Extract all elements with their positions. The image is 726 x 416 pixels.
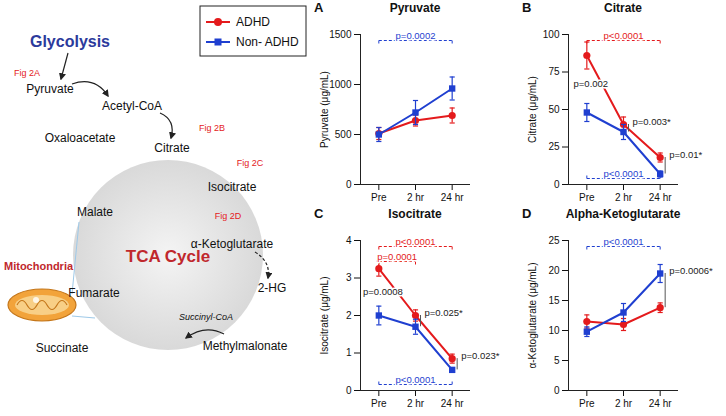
- svg-text:Malate: Malate: [77, 205, 113, 219]
- html-text:A: A: [314, 0, 324, 15]
- svg-text:Pre: Pre: [579, 398, 595, 409]
- svg-text:p=0.0006*: p=0.0006*: [669, 265, 713, 276]
- svg-text:α-Ketoglutarate (μg/mL): α-Ketoglutarate (μg/mL): [527, 262, 538, 368]
- svg-text:4: 4: [346, 235, 352, 246]
- svg-text:0: 0: [346, 385, 352, 396]
- svg-text:Pyruvate (μg/mL): Pyruvate (μg/mL): [319, 71, 330, 148]
- svg-text:2-HG: 2-HG: [258, 281, 287, 295]
- svg-text:Fig 2A: Fig 2A: [14, 68, 40, 78]
- svg-text:TCA Cycle: TCA Cycle: [126, 247, 210, 266]
- svg-text:15: 15: [548, 295, 560, 306]
- svg-text:5: 5: [554, 355, 560, 366]
- svg-text:p=0.002: p=0.002: [574, 78, 609, 89]
- html-text:C: C: [314, 206, 324, 221]
- svg-text:25: 25: [548, 235, 560, 246]
- svg-text:Fig 2B: Fig 2B: [199, 123, 225, 133]
- svg-text:500: 500: [335, 129, 352, 140]
- svg-text:Pre: Pre: [371, 192, 387, 203]
- svg-text:Pre: Pre: [579, 192, 595, 203]
- svg-text:Non- ADHD: Non- ADHD: [236, 35, 299, 49]
- svg-text:p<0.0001: p<0.0001: [604, 236, 644, 247]
- html-text:Alpha-Ketoglutarate: Alpha-Ketoglutarate: [565, 207, 681, 221]
- svg-text:Glycolysis: Glycolysis: [30, 33, 110, 50]
- svg-text:Isocitrate: Isocitrate: [208, 180, 257, 194]
- svg-text:Fumarate: Fumarate: [68, 286, 120, 300]
- svg-text:Pyruvate: Pyruvate: [26, 82, 74, 96]
- svg-text:1: 1: [346, 347, 352, 358]
- svg-text:20: 20: [548, 265, 560, 276]
- svg-text:Methylmalonate: Methylmalonate: [203, 339, 288, 353]
- svg-text:Isocitrate (μg/mL): Isocitrate (μg/mL): [319, 276, 330, 354]
- svg-text:p=0.023*: p=0.023*: [461, 350, 500, 361]
- svg-text:2 hr: 2 hr: [615, 192, 633, 203]
- svg-text:p=0.025*: p=0.025*: [425, 307, 464, 318]
- svg-text:Mitochondria: Mitochondria: [4, 260, 74, 272]
- svg-text:p<0.0001: p<0.0001: [396, 374, 436, 385]
- svg-text:ADHD: ADHD: [236, 15, 270, 29]
- svg-text:p<0.0001: p<0.0001: [396, 236, 436, 247]
- svg-text:Fig 2C: Fig 2C: [237, 158, 264, 168]
- html-text:B: B: [522, 0, 532, 15]
- svg-text:24 hr: 24 hr: [441, 398, 464, 409]
- svg-text:2 hr: 2 hr: [615, 398, 633, 409]
- svg-text:Succinyl-CoA: Succinyl-CoA: [179, 312, 233, 322]
- svg-text:75: 75: [548, 66, 560, 77]
- svg-text:Pre: Pre: [371, 398, 387, 409]
- svg-text:50: 50: [548, 104, 560, 115]
- svg-text:Fig 2D: Fig 2D: [215, 211, 242, 221]
- svg-text:p=0.0001: p=0.0001: [377, 251, 417, 262]
- svg-text:p=0.003*: p=0.003*: [633, 116, 672, 127]
- svg-text:100: 100: [543, 29, 560, 40]
- svg-text:2 hr: 2 hr: [407, 192, 425, 203]
- html-text:Pyruvate: Pyruvate: [389, 1, 441, 15]
- svg-text:24 hr: 24 hr: [441, 192, 464, 203]
- svg-text:Acetyl-CoA: Acetyl-CoA: [102, 99, 162, 113]
- svg-text:25: 25: [548, 141, 560, 152]
- svg-text:p<0.0001: p<0.0001: [604, 168, 644, 179]
- html-text:Isocitrate: Isocitrate: [388, 207, 442, 221]
- svg-text:Oxaloacetate: Oxaloacetate: [45, 131, 116, 145]
- svg-text:α-Ketoglutarate: α-Ketoglutarate: [190, 237, 274, 251]
- svg-text:p=0.01*: p=0.01*: [669, 149, 702, 160]
- svg-text:3: 3: [346, 272, 352, 283]
- svg-text:2: 2: [346, 310, 352, 321]
- svg-text:10: 10: [548, 325, 560, 336]
- html-text:D: D: [522, 206, 532, 221]
- svg-text:0: 0: [554, 179, 560, 190]
- svg-text:p=0.0008: p=0.0008: [363, 286, 403, 297]
- svg-text:p=0.0002: p=0.0002: [396, 30, 436, 41]
- svg-text:Citrate (μg/mL): Citrate (μg/mL): [527, 76, 538, 143]
- svg-text:0: 0: [554, 385, 560, 396]
- svg-text:p<0.0001: p<0.0001: [604, 30, 644, 41]
- svg-text:0: 0: [346, 179, 352, 190]
- svg-text:1500: 1500: [329, 29, 352, 40]
- svg-text:24 hr: 24 hr: [649, 398, 672, 409]
- svg-text:1000: 1000: [329, 79, 352, 90]
- svg-text:2 hr: 2 hr: [407, 398, 425, 409]
- html-text:Citrate: Citrate: [604, 1, 642, 15]
- svg-text:Succinate: Succinate: [36, 341, 89, 355]
- svg-text:Citrate: Citrate: [154, 141, 190, 155]
- svg-text:24 hr: 24 hr: [649, 192, 672, 203]
